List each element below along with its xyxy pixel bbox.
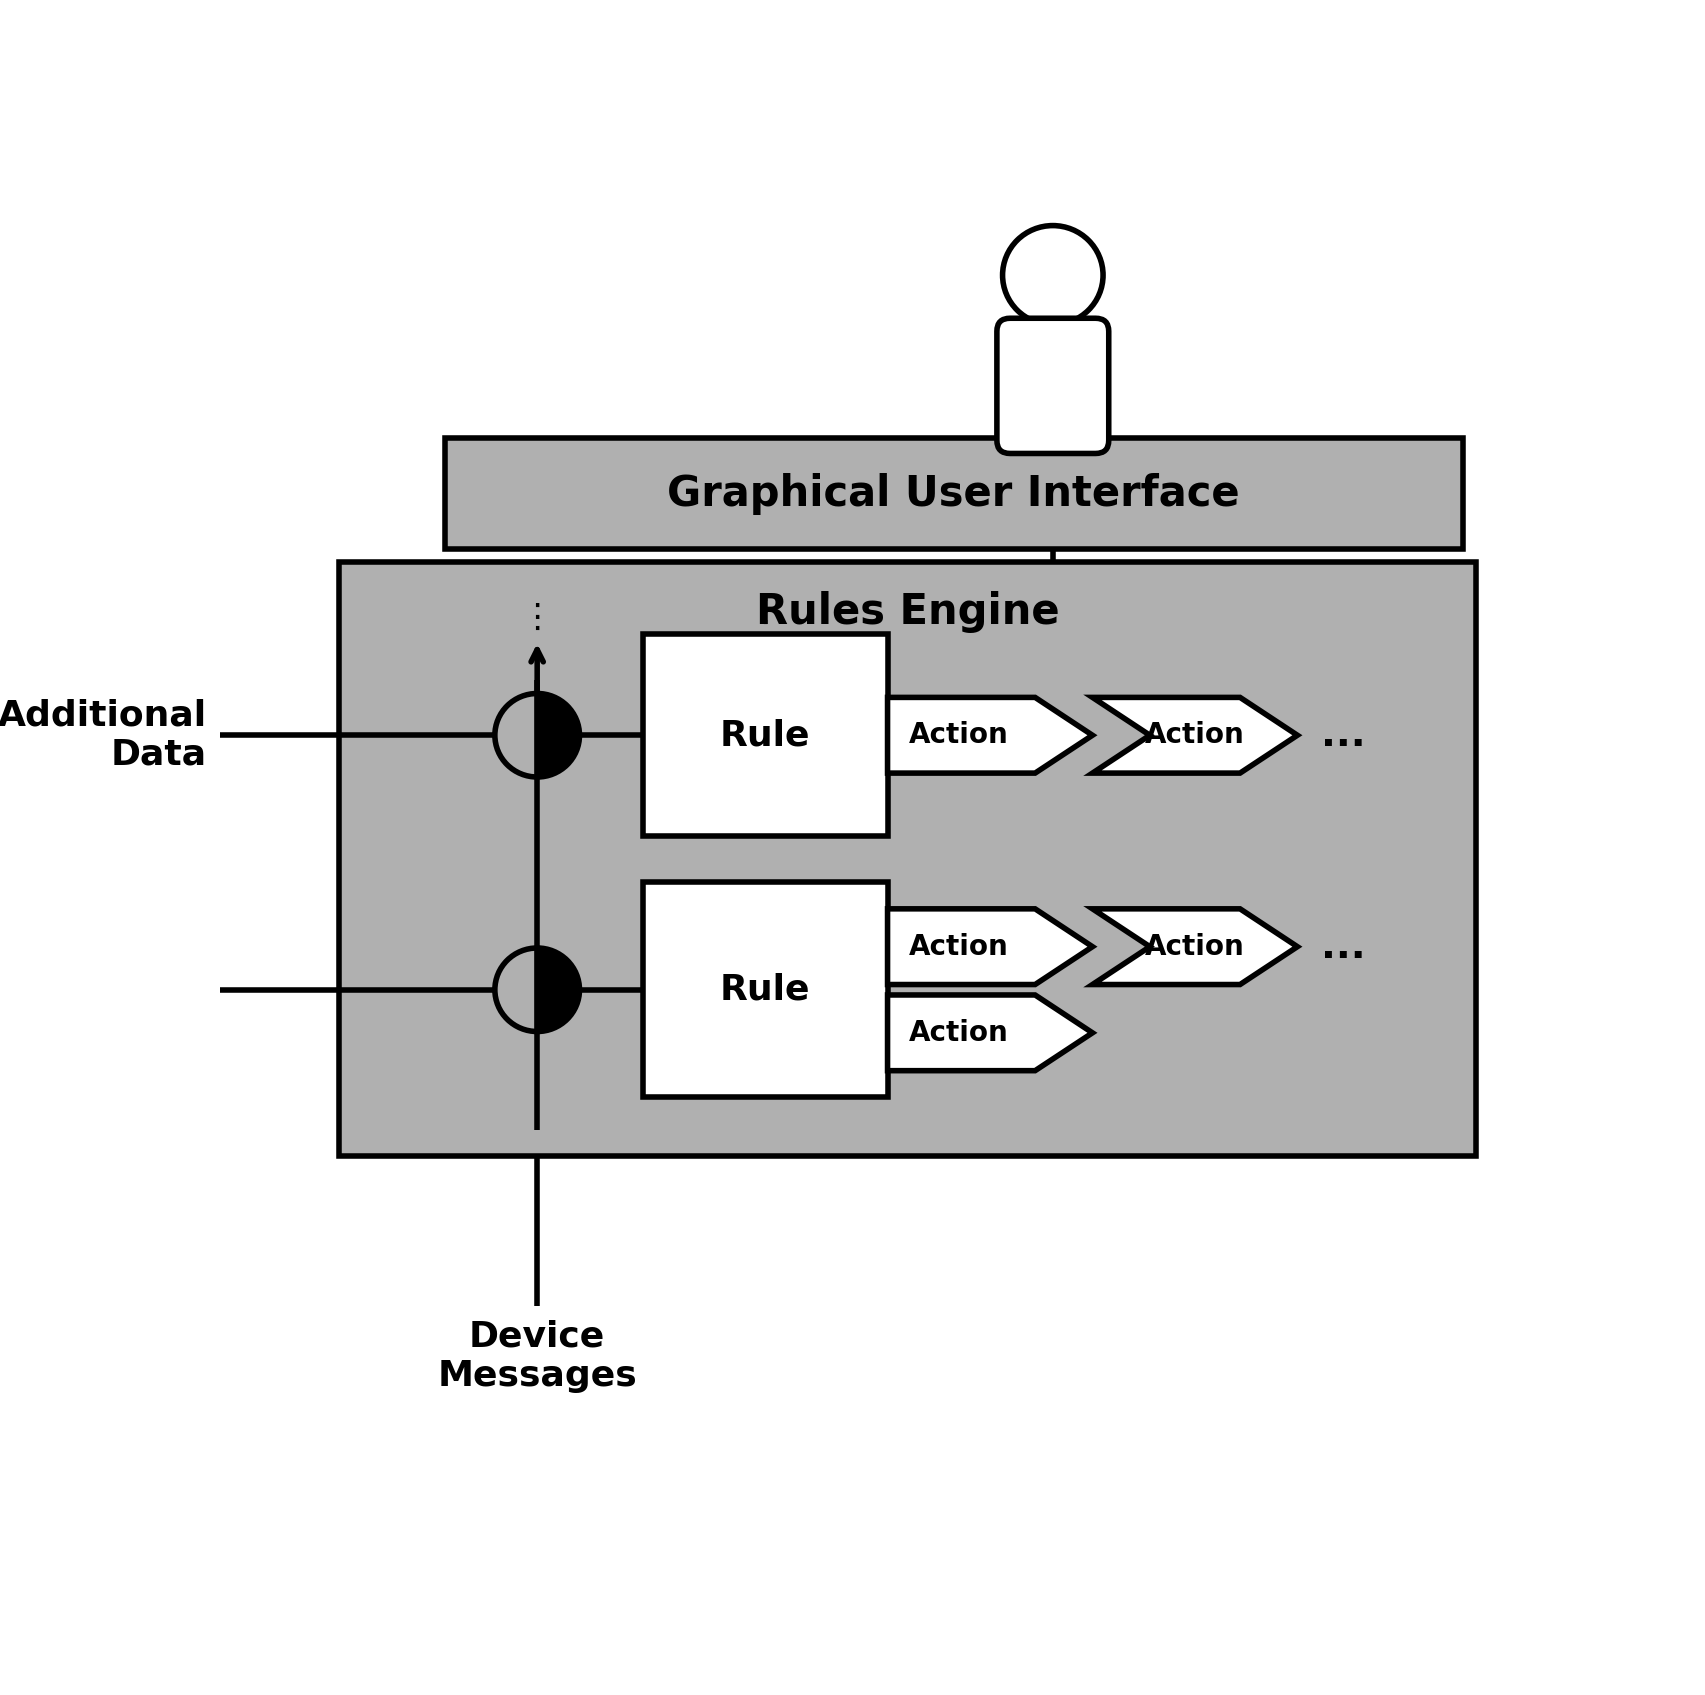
- Text: Action: Action: [909, 1019, 1008, 1048]
- Polygon shape: [887, 909, 1091, 985]
- Bar: [643, 634, 887, 836]
- Polygon shape: [1091, 697, 1298, 773]
- Text: Rule: Rule: [720, 719, 810, 753]
- Wedge shape: [537, 948, 580, 1032]
- Text: Action: Action: [909, 722, 1008, 749]
- Text: Device
Messages: Device Messages: [436, 1319, 636, 1393]
- Text: Action: Action: [909, 932, 1008, 961]
- Polygon shape: [887, 995, 1091, 1071]
- FancyBboxPatch shape: [996, 319, 1108, 454]
- Bar: [643, 881, 887, 1097]
- Text: ...: ...: [1320, 927, 1366, 966]
- Bar: [445, 439, 1461, 549]
- Wedge shape: [537, 693, 580, 776]
- Text: Additional
Data: Additional Data: [0, 698, 206, 771]
- Text: ...: ...: [1320, 717, 1366, 754]
- Bar: [339, 563, 1475, 1156]
- Text: ⋮: ⋮: [520, 602, 554, 634]
- Text: Action: Action: [1144, 722, 1245, 749]
- Text: Action: Action: [1144, 932, 1245, 961]
- Text: ⋮: ⋮: [748, 595, 781, 627]
- Text: Rules Engine: Rules Engine: [755, 592, 1059, 632]
- Text: Rule: Rule: [720, 973, 810, 1007]
- Text: Graphical User Interface: Graphical User Interface: [667, 473, 1240, 515]
- Polygon shape: [887, 697, 1091, 773]
- Polygon shape: [1091, 909, 1298, 985]
